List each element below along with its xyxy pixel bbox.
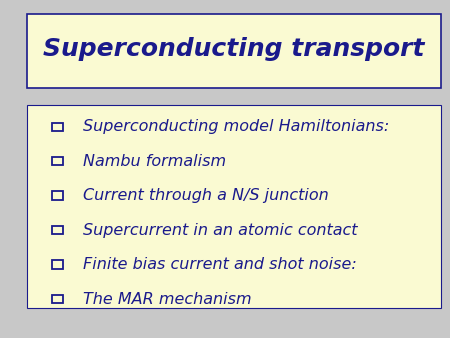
Text: Superconducting transport: Superconducting transport bbox=[43, 37, 425, 61]
FancyBboxPatch shape bbox=[52, 261, 63, 269]
Text: Finite bias current and shot noise:: Finite bias current and shot noise: bbox=[83, 257, 357, 272]
Text: Superconducting model Hamiltonians:: Superconducting model Hamiltonians: bbox=[83, 119, 390, 134]
Text: Current through a N/S junction: Current through a N/S junction bbox=[83, 188, 329, 203]
FancyBboxPatch shape bbox=[27, 105, 441, 308]
FancyBboxPatch shape bbox=[52, 122, 63, 131]
Text: The MAR mechanism: The MAR mechanism bbox=[83, 292, 252, 307]
FancyBboxPatch shape bbox=[52, 226, 63, 235]
FancyBboxPatch shape bbox=[52, 295, 63, 304]
FancyBboxPatch shape bbox=[27, 14, 441, 88]
Text: Supercurrent in an atomic contact: Supercurrent in an atomic contact bbox=[83, 223, 358, 238]
FancyBboxPatch shape bbox=[52, 191, 63, 200]
FancyBboxPatch shape bbox=[52, 157, 63, 165]
Text: Nambu formalism: Nambu formalism bbox=[83, 154, 226, 169]
